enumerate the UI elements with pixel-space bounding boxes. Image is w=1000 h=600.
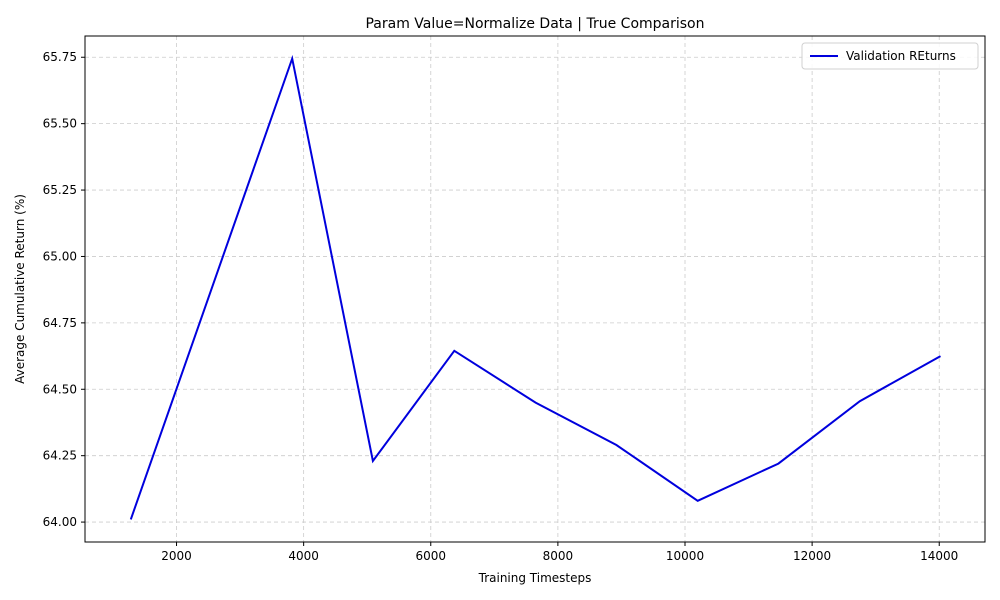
x-tick-label: 14000 [920,549,958,563]
x-axis-ticks: 2000 4000 6000 8000 10000 12000 14000 [161,542,958,563]
chart-title: Param Value=Normalize Data | True Compar… [365,16,704,32]
x-tick-label: 2000 [161,549,192,563]
y-tick-label: 64.50 [43,382,77,396]
grid-lines [85,36,985,542]
x-tick-label: 10000 [666,549,704,563]
y-axis-ticks: 64.00 64.25 64.50 64.75 65.00 65.25 65.50 65.75 [43,50,85,529]
x-axis-label: Training Timesteps [478,571,592,585]
plot-frame [84,35,986,543]
series-group [129,54,941,520]
legend-label: Validation REturns [846,49,956,63]
x-tick-label: 8000 [543,549,574,563]
y-tick-label: 65.50 [43,117,77,131]
y-tick-label: 64.75 [43,316,77,330]
y-tick-label: 65.75 [43,50,77,64]
y-tick-label: 64.25 [43,449,77,463]
legend-box [801,42,979,70]
y-tick-label: 65.00 [43,249,77,263]
legend: Validation REturns [801,42,979,70]
x-tick-label: 4000 [288,549,319,563]
series-line [129,54,941,520]
y-axis-label: Average Cumulative Return (%) [13,194,27,384]
y-tick-label: 64.00 [43,515,77,529]
x-tick-label: 12000 [793,549,831,563]
x-tick-label: 6000 [415,549,446,563]
y-tick-label: 65.25 [43,183,77,197]
